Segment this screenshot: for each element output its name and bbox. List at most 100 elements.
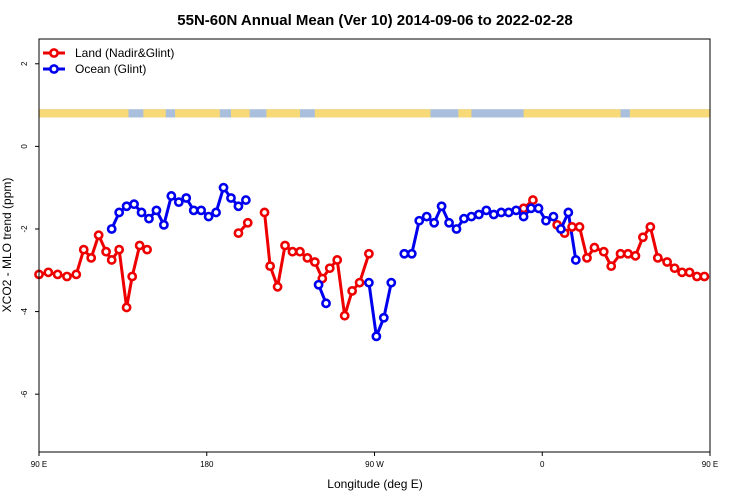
data-point [429,217,440,228]
data-point [574,222,585,232]
land-band-segment [458,109,472,118]
land-band-segment [523,109,621,118]
data-point [127,271,138,282]
data-point [533,203,544,214]
data-point [339,310,350,321]
data-point [136,207,147,218]
data-point [548,211,559,222]
series-points [34,182,710,342]
data-point [106,255,117,265]
data-point [699,271,710,282]
data-point [645,222,656,232]
y-tick-label: 0 [20,144,29,149]
data-point [101,246,111,257]
data-point [378,312,389,323]
data-point [121,302,132,313]
data-point [166,191,177,201]
data-point [332,255,343,265]
data-point [638,232,648,243]
y-tick-label: -6 [20,390,29,398]
data-point [518,203,529,214]
data-point [173,197,184,208]
y-axis: 2 0 -2 -4 -6 [20,61,39,398]
data-point [43,267,54,278]
data-point [526,203,536,214]
x-tick-label: 90 E [31,460,47,469]
data-point [364,248,374,259]
data-point [570,255,581,265]
data-point [295,246,305,257]
data-point [211,207,221,218]
land-band-segment [314,109,431,118]
data-point [265,261,276,272]
x-tick-label: 180 [200,460,214,469]
data-point [313,279,324,290]
data-point [399,248,410,259]
land-band-segment [39,109,129,118]
data-point [151,205,162,216]
data-point [615,248,626,259]
data-point [503,207,514,218]
data-point [71,269,82,280]
legend-label: Land (Nadir&Glint) [75,46,174,60]
data-point [406,248,417,259]
data-point [106,224,117,234]
data-point [623,248,633,259]
data-point [541,215,551,226]
data-point [444,217,454,228]
data-point [196,205,207,216]
chart-title: 55N-60N Annual Mean (Ver 10) 2014-09-06 … [177,12,572,29]
data-point [459,213,469,224]
data-point [364,277,374,288]
data-point [567,222,577,232]
data-point [421,211,432,222]
data-point [309,257,320,267]
data-point [302,252,313,263]
data-point [414,215,425,226]
data-point [669,263,680,274]
y-axis-label: XCO2 - MLO trend (ppm) [0,178,14,313]
data-point [233,228,244,239]
data-point [134,240,145,251]
data-point [677,267,687,278]
data-point [598,246,609,257]
land-ocean-band [39,109,710,118]
data-point [280,240,290,251]
data-point [481,205,492,216]
data-point [240,195,251,205]
data-point [488,209,499,220]
data-point [129,199,139,210]
y-tick-label: 2 [20,61,29,66]
land-band-segment [230,109,250,118]
data-point [563,207,574,218]
data-point [62,271,72,282]
x-axis: 90 E 180 90 W 0 90 E [31,452,718,469]
land-band-segment [266,109,300,118]
x-tick-label: 90 E [702,460,718,469]
data-point [662,257,673,267]
land-band-segment [175,109,220,118]
legend-label: Ocean (Glint) [75,62,146,76]
data-point [630,250,641,261]
data-point [692,271,702,282]
data-point [511,205,522,216]
data-point [652,252,663,263]
data-point [354,277,365,288]
data-point [496,207,507,218]
data-point [78,244,89,255]
land-band-segment [629,109,710,118]
data-point [203,211,214,222]
data-point [144,213,154,224]
data-point [142,244,153,255]
data-point [555,224,566,234]
data-point [451,224,462,234]
data-point [347,286,358,296]
data-point [466,211,477,222]
data-point [181,193,192,203]
data-point [93,230,104,241]
data-point [114,207,125,218]
series-line-ocean [367,282,393,338]
x-tick-label: 0 [540,460,545,469]
legend-marker [49,48,59,58]
